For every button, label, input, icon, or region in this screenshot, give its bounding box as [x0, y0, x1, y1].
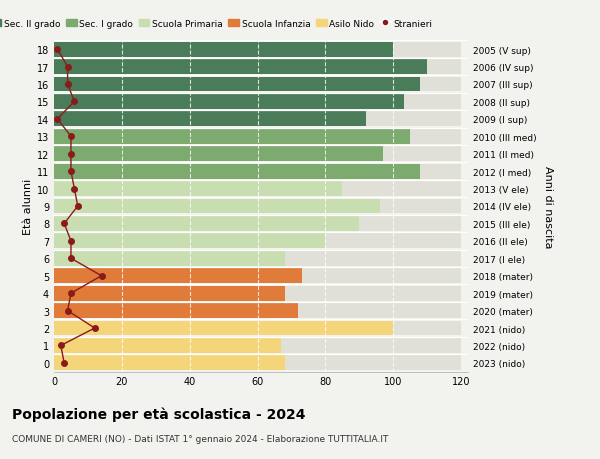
Bar: [54, 252, 461, 266]
Bar: [54, 303, 461, 318]
Bar: [54, 78, 461, 92]
Bar: [54, 147, 461, 162]
Bar: [54, 43, 394, 57]
Bar: [54, 147, 383, 162]
Bar: [54, 269, 302, 284]
Y-axis label: Età alunni: Età alunni: [23, 179, 32, 235]
Bar: [54, 338, 461, 353]
Bar: [54, 269, 461, 284]
Y-axis label: Anni di nascita: Anni di nascita: [543, 165, 553, 248]
Bar: [54, 286, 285, 301]
Bar: [54, 112, 461, 127]
Bar: [54, 129, 410, 145]
Bar: [54, 60, 461, 75]
Bar: [54, 321, 394, 336]
Bar: [54, 252, 285, 266]
Text: Popolazione per età scolastica - 2024: Popolazione per età scolastica - 2024: [12, 406, 305, 421]
Bar: [54, 199, 380, 214]
Bar: [54, 286, 461, 301]
Bar: [54, 338, 281, 353]
Bar: [54, 199, 461, 214]
Bar: [54, 356, 461, 370]
Bar: [54, 356, 285, 370]
Bar: [54, 43, 461, 57]
Bar: [54, 321, 461, 336]
Legend: Sec. II grado, Sec. I grado, Scuola Primaria, Scuola Infanzia, Asilo Nido, Stran: Sec. II grado, Sec. I grado, Scuola Prim…: [0, 16, 436, 32]
Bar: [54, 164, 461, 179]
Bar: [54, 217, 461, 231]
Bar: [54, 112, 366, 127]
Bar: [54, 182, 461, 196]
Bar: [54, 60, 427, 75]
Bar: [54, 164, 421, 179]
Text: COMUNE DI CAMERI (NO) - Dati ISTAT 1° gennaio 2024 - Elaborazione TUTTITALIA.IT: COMUNE DI CAMERI (NO) - Dati ISTAT 1° ge…: [12, 434, 388, 443]
Bar: [54, 95, 404, 110]
Bar: [54, 129, 461, 145]
Bar: [54, 78, 421, 92]
Bar: [54, 303, 298, 318]
Bar: [54, 234, 461, 249]
Bar: [54, 234, 325, 249]
Bar: [54, 95, 461, 110]
Bar: [54, 217, 359, 231]
Bar: [54, 182, 343, 196]
